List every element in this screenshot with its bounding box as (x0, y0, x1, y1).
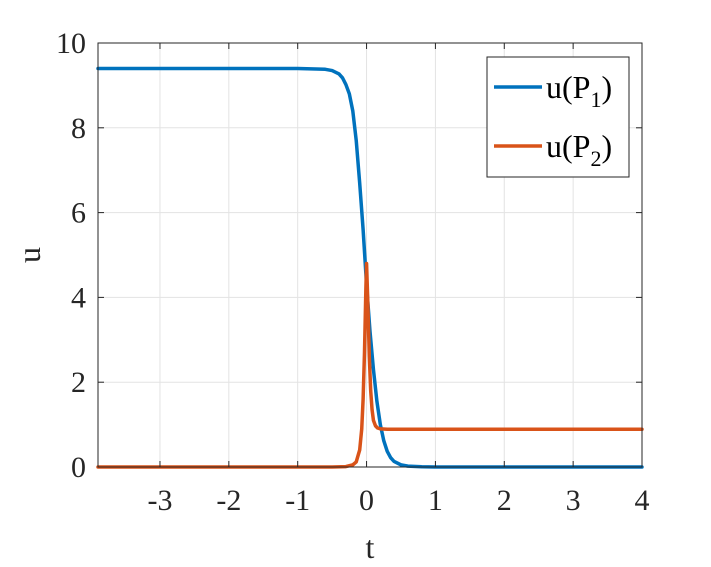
x-tick-label-2: -1 (285, 484, 310, 517)
x-tick-label-1: -2 (216, 484, 241, 517)
series-lines (96, 66, 644, 469)
y-tick-label-4: 8 (71, 112, 86, 145)
axes (97, 42, 643, 468)
y-axis-label: u (11, 247, 47, 263)
y-tick-label-3: 6 (71, 197, 86, 230)
x-tick-label-7: 4 (635, 484, 650, 517)
x-tick-label-6: 3 (566, 484, 581, 517)
x-tick-label-3: 0 (359, 484, 374, 517)
x-tick-labels: -3 -2 -1 0 1 2 3 4 (147, 484, 649, 517)
x-tick-label-4: 1 (428, 484, 443, 517)
y-tick-label-5: 10 (56, 27, 86, 60)
legend-entry-u-p2: u(P2) (546, 128, 612, 171)
series-line-2 (96, 261, 644, 469)
x-axis-label: t (366, 529, 375, 565)
legend-box (486, 56, 630, 178)
legend-entry-u-p1: u(P1) (546, 69, 612, 112)
y-tick-label-2: 4 (71, 281, 86, 314)
y-tick-label-0: 0 (71, 451, 86, 484)
axes-box (97, 42, 643, 468)
y-tick-label-1: 2 (71, 366, 86, 399)
x-tick-label-5: 2 (497, 484, 512, 517)
x-tick-label-0: -3 (147, 484, 172, 517)
legend: u(P1) u(P2) (486, 56, 630, 178)
y-tick-labels: 0 2 4 6 8 10 (56, 27, 86, 484)
